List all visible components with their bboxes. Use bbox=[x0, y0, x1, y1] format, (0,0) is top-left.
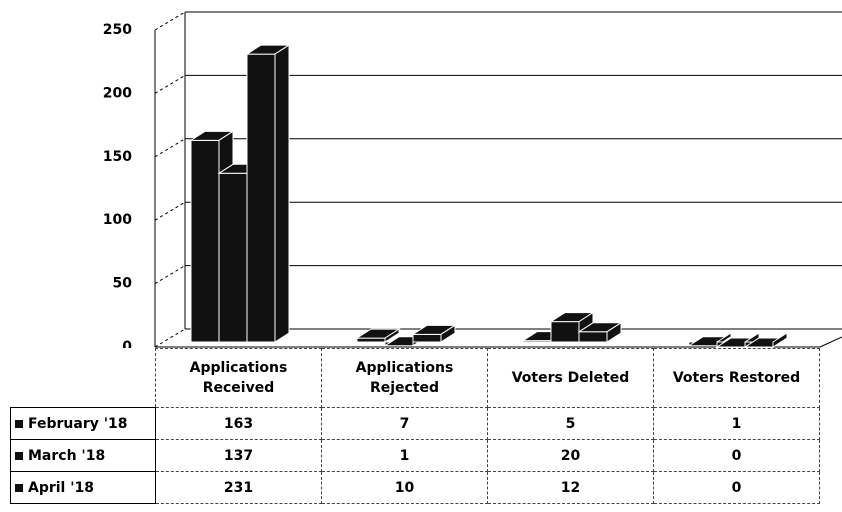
value-cell: 12 bbox=[487, 471, 654, 504]
category: Applications Rejected bbox=[321, 348, 488, 408]
chart: 0 50 100 150 200 250 bbox=[103, 11, 842, 348]
series-row: March '18 137 1 20 0 bbox=[10, 439, 820, 472]
value-cell: 5 bbox=[487, 407, 654, 440]
legend-marker bbox=[15, 451, 23, 460]
bar bbox=[411, 324, 457, 343]
y-tick-label: 200 bbox=[103, 85, 132, 101]
bar-side bbox=[384, 328, 400, 343]
bar-front bbox=[412, 333, 442, 343]
bar bbox=[245, 44, 291, 343]
legend-label: April '18 bbox=[28, 479, 95, 496]
bar-side bbox=[606, 321, 622, 343]
bar-front bbox=[218, 172, 248, 343]
data-table: Applications Received Applications Rejec… bbox=[10, 348, 820, 504]
series-row: February '18 163 7 5 1 bbox=[10, 407, 820, 440]
bar-front bbox=[578, 331, 608, 343]
y-tick-label: 250 bbox=[103, 22, 132, 38]
bar-side bbox=[772, 332, 788, 348]
category: Voters Restored bbox=[653, 348, 820, 408]
bar-front bbox=[190, 139, 220, 343]
value-cell: 1 bbox=[653, 407, 820, 440]
header-row: Applications Received Applications Rejec… bbox=[11, 348, 820, 408]
value-cell: 231 bbox=[155, 471, 322, 504]
value-cell: 137 bbox=[155, 439, 322, 472]
grid-diagonal bbox=[154, 265, 186, 285]
bar-front bbox=[356, 337, 386, 343]
bar bbox=[743, 332, 789, 348]
value-cell: 10 bbox=[321, 471, 488, 504]
bar bbox=[577, 321, 623, 343]
y-tick-label: 150 bbox=[103, 149, 132, 165]
legend-marker bbox=[15, 483, 23, 492]
legend-marker bbox=[15, 419, 23, 428]
bar-side bbox=[440, 324, 456, 343]
value-cell: 20 bbox=[487, 439, 654, 472]
grid-diagonal bbox=[154, 11, 186, 31]
bar-front bbox=[550, 321, 580, 343]
legend-cell: April '18 bbox=[10, 471, 156, 504]
legend-cell: March '18 bbox=[10, 439, 156, 472]
bar-side bbox=[274, 44, 290, 343]
value-cell: 0 bbox=[653, 439, 820, 472]
floor-edge bbox=[819, 336, 842, 348]
y-tick-label: 50 bbox=[113, 276, 133, 292]
grid-diagonal bbox=[154, 201, 186, 221]
corner bbox=[11, 349, 156, 408]
category: Voters Deleted bbox=[487, 348, 654, 408]
value-cell: 163 bbox=[155, 407, 322, 440]
series-row: April '18 231 10 12 0 bbox=[10, 471, 820, 504]
bar-front bbox=[246, 53, 276, 343]
value-cell: 1 bbox=[321, 439, 488, 472]
grid-diagonal bbox=[154, 138, 186, 158]
legend-label: February '18 bbox=[28, 415, 128, 432]
bar bbox=[355, 328, 401, 343]
value-cell: 0 bbox=[653, 471, 820, 504]
y-tick-label: 0 bbox=[122, 339, 132, 348]
legend-cell: February '18 bbox=[10, 407, 156, 440]
grid-diagonal bbox=[154, 74, 186, 94]
category: Applications Received bbox=[155, 348, 322, 408]
y-tick-label: 100 bbox=[103, 212, 132, 228]
legend-label: March '18 bbox=[28, 447, 106, 464]
grid-diagonal bbox=[154, 328, 186, 348]
value-cell: 7 bbox=[321, 407, 488, 440]
